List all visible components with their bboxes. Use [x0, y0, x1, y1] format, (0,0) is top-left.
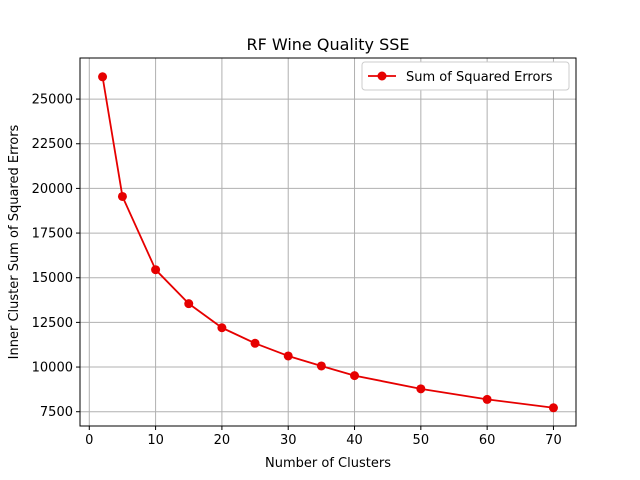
- y-tick-label: 10000: [32, 361, 73, 376]
- x-axis-title: Number of Clusters: [265, 456, 391, 471]
- plot-frame: [79, 57, 577, 427]
- data-point: [350, 371, 360, 381]
- x-axis-ticks: 0 10 20 30 40 50 60 70: [85, 426, 562, 448]
- y-axis-title: Inner Cluster Sum of Squared Errors: [7, 124, 22, 359]
- data-point: [217, 323, 227, 333]
- data-point: [250, 338, 260, 348]
- y-tick-label: 25000: [32, 93, 73, 108]
- data-point: [316, 361, 326, 371]
- y-tick-label: 22500: [32, 137, 73, 152]
- y-tick-label: 7500: [40, 405, 73, 420]
- data-point: [151, 265, 161, 275]
- x-tick-label: 70: [545, 433, 562, 448]
- y-axis-ticks: 7500 10000 12500 15000 17500 20000 22500 25000: [32, 93, 80, 420]
- y-tick-label: 12500: [32, 316, 73, 331]
- data-point: [416, 384, 426, 394]
- x-tick-label: 0: [85, 433, 93, 448]
- y-tick-label: 17500: [32, 227, 73, 242]
- data-point: [117, 191, 127, 201]
- x-tick-label: 30: [280, 433, 297, 448]
- x-tick-label: 20: [214, 433, 231, 448]
- y-tick-label: 20000: [32, 182, 73, 197]
- x-tick-label: 60: [479, 433, 496, 448]
- data-point: [184, 299, 194, 309]
- data-point: [283, 351, 293, 361]
- series-line: [101, 76, 554, 409]
- legend-box: [361, 61, 570, 91]
- x-tick-label: 10: [147, 433, 164, 448]
- legend-marker-swatch: [377, 71, 387, 81]
- y-tick-label: 15000: [32, 271, 73, 286]
- legend: Sum of Squared Errors: [361, 61, 570, 91]
- data-point: [98, 72, 108, 82]
- x-tick-label: 40: [346, 433, 363, 448]
- x-tick-label: 50: [413, 433, 430, 448]
- legend-label: Sum of Squared Errors: [406, 70, 553, 85]
- data-point: [482, 394, 492, 404]
- series-layer: [98, 72, 558, 413]
- data-point: [548, 403, 558, 413]
- chart-title: RF Wine Quality SSE: [246, 35, 409, 54]
